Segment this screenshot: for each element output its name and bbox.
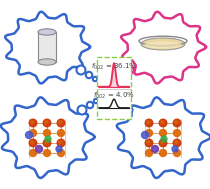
Circle shape [173,149,181,156]
Circle shape [43,139,51,147]
Ellipse shape [38,29,56,35]
Circle shape [161,121,164,124]
Circle shape [93,77,97,81]
Circle shape [159,119,167,127]
Circle shape [142,132,148,139]
Circle shape [145,139,153,147]
Circle shape [29,119,37,127]
Bar [38,32,56,62]
Circle shape [173,129,181,136]
Circle shape [125,66,134,74]
Circle shape [161,141,164,144]
Circle shape [146,129,152,136]
Circle shape [57,119,65,127]
Circle shape [31,141,34,144]
Circle shape [160,129,167,136]
Bar [97,57,131,119]
Ellipse shape [144,41,182,49]
Polygon shape [121,12,206,83]
Circle shape [147,141,150,144]
Circle shape [175,141,178,144]
Circle shape [58,149,64,156]
Polygon shape [117,97,210,178]
Circle shape [117,102,123,108]
Text: $\it{f}_{002}$ = 4.0%: $\it{f}_{002}$ = 4.0% [93,91,135,101]
Text: $\it{f}_{002}$ = 36.1%: $\it{f}_{002}$ = 36.1% [91,61,137,72]
Circle shape [29,129,37,136]
Circle shape [147,121,150,124]
Circle shape [59,121,62,124]
Circle shape [173,139,181,147]
Circle shape [56,146,62,152]
Circle shape [175,121,178,124]
Circle shape [77,105,87,115]
Polygon shape [1,97,94,178]
Circle shape [87,102,93,108]
Circle shape [57,139,65,147]
Circle shape [112,99,116,103]
Circle shape [43,129,50,136]
Circle shape [58,129,64,136]
Circle shape [161,136,167,142]
Circle shape [160,149,167,156]
Ellipse shape [38,59,56,65]
Circle shape [159,139,167,147]
Circle shape [45,141,48,144]
Circle shape [43,119,51,127]
Circle shape [94,99,98,103]
Circle shape [118,72,124,78]
Circle shape [146,149,152,156]
Circle shape [173,119,181,127]
Circle shape [45,121,48,124]
Circle shape [76,66,85,74]
Polygon shape [5,12,90,83]
Circle shape [43,149,50,156]
Circle shape [29,139,37,147]
Circle shape [35,146,42,153]
Circle shape [45,136,51,142]
Circle shape [172,146,178,152]
Circle shape [59,141,62,144]
Ellipse shape [141,38,185,50]
Circle shape [86,72,92,78]
Circle shape [151,146,159,153]
Circle shape [145,119,153,127]
Circle shape [29,149,37,156]
Circle shape [123,105,133,115]
Circle shape [113,77,117,81]
Circle shape [25,132,33,139]
Circle shape [31,121,34,124]
